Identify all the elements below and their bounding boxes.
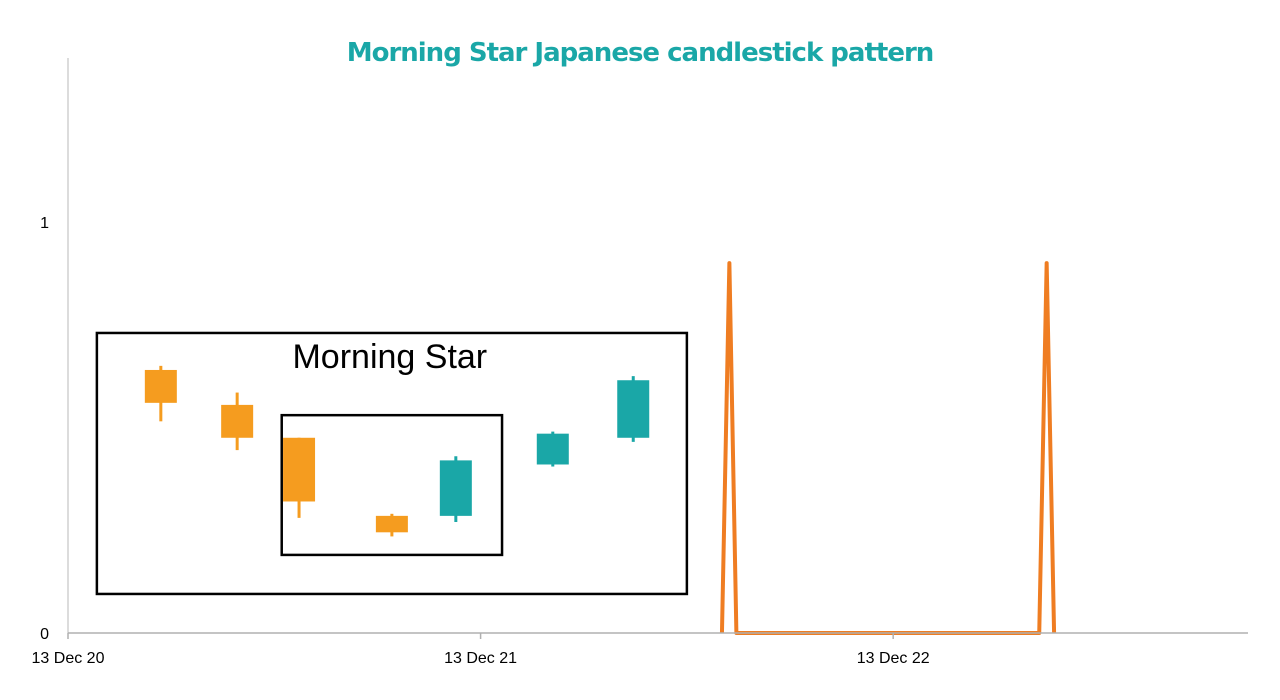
candle-body — [536, 433, 569, 465]
chart-title: Morning Star Japanese candlestick patter… — [346, 38, 935, 68]
candle-body — [283, 437, 316, 502]
annotation-label: Morning Star — [292, 338, 487, 376]
candle-body — [439, 460, 472, 516]
y-tick-label: 0 — [40, 626, 49, 643]
candle-body — [375, 515, 408, 533]
axes-layer: 0 1 13 Dec 20 13 Dec 21 13 Dec 22 — [32, 58, 1248, 667]
annotation-box — [280, 413, 504, 557]
x-tick-label: 13 Dec 20 — [32, 650, 105, 667]
candle-body — [221, 404, 254, 438]
candle-body — [144, 369, 177, 403]
line-series-layer — [719, 261, 1057, 635]
line-series — [719, 261, 1057, 635]
annotation-box — [95, 331, 689, 596]
x-tick-label: 13 Dec 21 — [444, 650, 517, 667]
annotations-layer: Morning Star — [95, 331, 689, 596]
candles-layer — [144, 365, 650, 537]
candle-body — [617, 380, 650, 438]
y-tick-label: 1 — [40, 215, 49, 232]
x-tick-label: 13 Dec 22 — [857, 650, 930, 667]
